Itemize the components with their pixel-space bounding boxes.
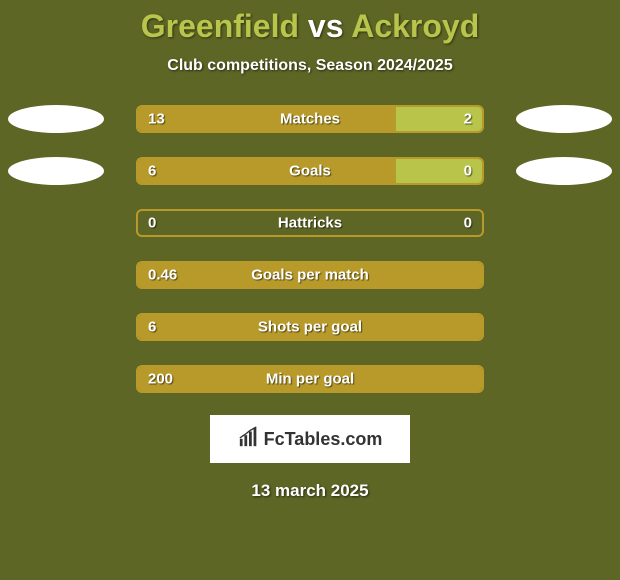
stat-row: 0.46 Goals per match — [0, 259, 620, 291]
title: Greenfield vs Ackroyd — [0, 8, 620, 45]
infographic-container: Greenfield vs Ackroyd Club competitions,… — [0, 0, 620, 501]
stat-bar: 6 0 Goals — [136, 157, 484, 185]
stat-label: Goals — [289, 163, 331, 180]
player2-name: Ackroyd — [351, 8, 479, 44]
stat-left-value: 200 — [148, 371, 173, 388]
logo-text: FcTables.com — [264, 429, 383, 450]
stat-left-value: 6 — [148, 163, 156, 180]
bars-section: 13 2 Matches 6 0 Goals 0 0 Hattricks 0.46 Goals pe… — [0, 103, 620, 395]
player2-badge — [516, 157, 612, 185]
stat-row: 6 0 Goals — [0, 155, 620, 187]
stat-bar: 6 Shots per goal — [136, 313, 484, 341]
player1-badge — [8, 157, 104, 185]
stat-left-value: 6 — [148, 319, 156, 336]
stat-label: Matches — [280, 111, 340, 128]
stat-left-value: 0.46 — [148, 267, 177, 284]
stat-left-value: 13 — [148, 111, 165, 128]
stat-row: 0 0 Hattricks — [0, 207, 620, 239]
stat-label: Hattricks — [278, 215, 342, 232]
stat-bar: 200 Min per goal — [136, 365, 484, 393]
stat-label: Shots per goal — [258, 319, 362, 336]
stat-bar: 13 2 Matches — [136, 105, 484, 133]
stat-label: Goals per match — [251, 267, 369, 284]
stat-left-value: 0 — [148, 215, 156, 232]
player2-badge — [516, 105, 612, 133]
bar-left-fill — [138, 159, 396, 183]
stat-row: 6 Shots per goal — [0, 311, 620, 343]
stat-right-value: 0 — [464, 163, 472, 180]
stat-bar: 0 0 Hattricks — [136, 209, 484, 237]
stat-row: 13 2 Matches — [0, 103, 620, 135]
logo-box: FcTables.com — [210, 415, 410, 463]
stat-label: Min per goal — [266, 371, 354, 388]
bar-left-fill — [138, 107, 396, 131]
stat-bar: 0.46 Goals per match — [136, 261, 484, 289]
stat-row: 200 Min per goal — [0, 363, 620, 395]
stat-right-value: 2 — [464, 111, 472, 128]
player1-badge — [8, 105, 104, 133]
chart-icon — [238, 426, 260, 453]
stat-right-value: 0 — [464, 215, 472, 232]
subtitle: Club competitions, Season 2024/2025 — [0, 57, 620, 75]
date-label: 13 march 2025 — [0, 481, 620, 501]
player1-name: Greenfield — [141, 8, 299, 44]
vs-label: vs — [308, 8, 344, 44]
